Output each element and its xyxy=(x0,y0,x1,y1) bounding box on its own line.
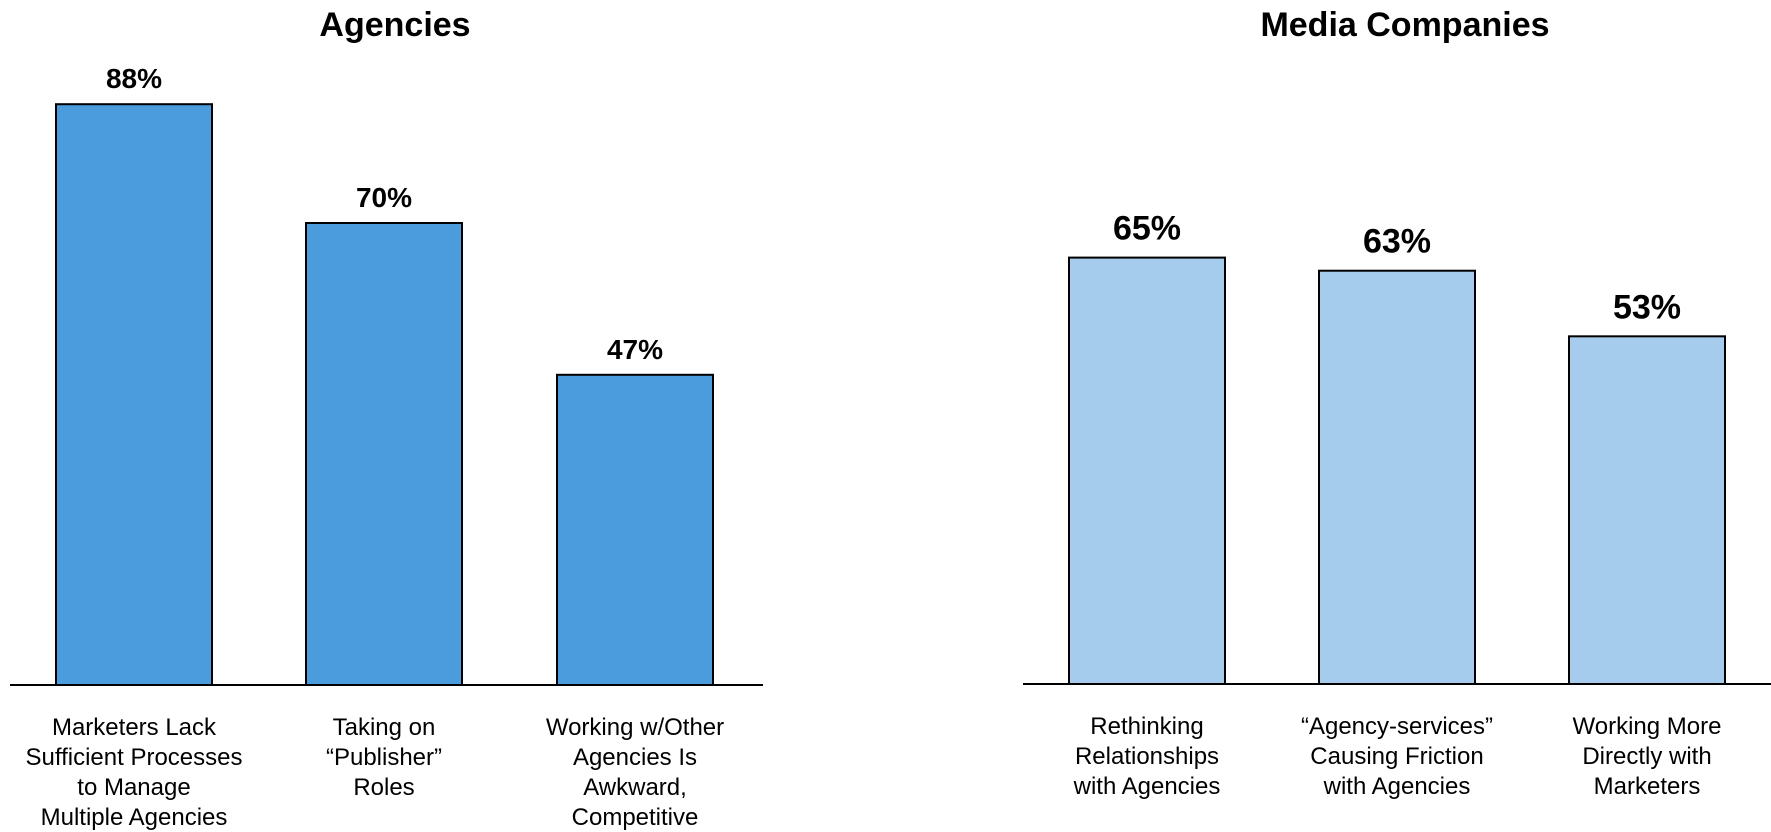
category-label-agencies-1: Marketers Lack Sufficient Processes to Man… xyxy=(26,714,243,831)
value-label-media-companies-1: 65% xyxy=(1113,210,1181,248)
value-label-media-companies-3: 53% xyxy=(1613,288,1681,326)
bar-media-companies-1 xyxy=(1068,256,1226,685)
value-label-media-companies-2: 63% xyxy=(1363,223,1431,261)
bar-media-companies-2 xyxy=(1318,269,1476,685)
category-label-agencies-3: Working w/Other Agencies Is Awkward, Compet… xyxy=(546,714,724,831)
category-label-media-companies-1: Rethinking Relationships with Agencies xyxy=(1073,713,1221,800)
chart-agencies: Agencies 88% Marketers Lack Sufficient Pro… xyxy=(10,6,763,831)
category-label-media-companies-3: Working More Directly with Marketers xyxy=(1573,713,1722,800)
value-label-agencies-3: 47% xyxy=(607,334,663,365)
bar-media-companies-3 xyxy=(1568,335,1726,685)
bar-agencies-2 xyxy=(305,222,463,686)
chart-title-media-companies: Media Companies xyxy=(1260,6,1549,44)
bar-agencies-1 xyxy=(55,103,213,686)
chart-media-companies: Media Companies 65% Rethinking Relationshi… xyxy=(1023,6,1771,800)
value-label-agencies-2: 70% xyxy=(356,182,412,213)
bar-agencies-3 xyxy=(556,373,714,686)
category-label-media-companies-2: “Agency-services” Causing Friction with Ag… xyxy=(1301,713,1493,800)
chart-title-agencies: Agencies xyxy=(319,6,470,44)
category-label-agencies-2: Taking on “Publisher” Roles xyxy=(326,714,442,801)
value-label-agencies-1: 88% xyxy=(106,63,162,94)
